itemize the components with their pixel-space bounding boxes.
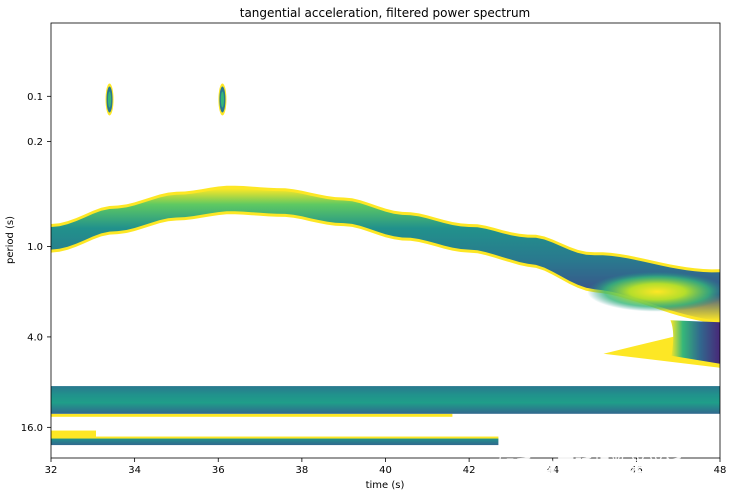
plot-area xyxy=(51,83,720,446)
constant-period-strip xyxy=(51,438,499,446)
y-axis-label: period (s) xyxy=(5,216,16,264)
y-tick-label: 16.0 xyxy=(21,423,43,434)
y-tick-label: 0.2 xyxy=(27,137,43,148)
y-tick-label: 4.0 xyxy=(27,332,43,343)
y-axis: 0.1 0.2 1.0 4.0 16.0 xyxy=(21,92,51,434)
x-tick-label: 34 xyxy=(128,465,141,476)
x-tick-label: 44 xyxy=(546,465,559,476)
branch-lobe xyxy=(670,320,720,364)
watermark-line-1: 知乎 @哥廷根数学学派 xyxy=(497,456,683,477)
x-tick-label: 32 xyxy=(45,465,58,476)
blob-center xyxy=(220,91,225,108)
ridge-band xyxy=(51,188,720,321)
watermark-line-2: 头条 @哥本哈根诠释2023 xyxy=(497,464,711,485)
x-tick-label: 42 xyxy=(463,465,476,476)
x-tick-label: 40 xyxy=(379,465,392,476)
x-axis-label: time (s) xyxy=(366,480,405,491)
strip-yellow-edge xyxy=(51,430,96,441)
band-peak xyxy=(587,271,720,312)
blob-center xyxy=(107,91,112,108)
constant-period-strip xyxy=(51,386,720,414)
x-tick-label: 36 xyxy=(212,465,225,476)
watermark-line-2-visible: 头条 @哥本哈根诠释2023 xyxy=(500,467,702,487)
x-axis: 32 34 36 38 40 42 44 46 48 xyxy=(45,458,727,476)
chart-title: tangential acceleration, filtered power … xyxy=(240,6,531,20)
strip-yellow-line xyxy=(96,436,499,440)
x-tick-label: 48 xyxy=(714,465,727,476)
y-tick-label: 0.1 xyxy=(27,92,43,103)
x-tick-label: 38 xyxy=(296,465,309,476)
x-tick-label: 46 xyxy=(630,465,643,476)
y-tick-label: 1.0 xyxy=(27,242,43,253)
strip-yellow-line xyxy=(51,413,453,417)
